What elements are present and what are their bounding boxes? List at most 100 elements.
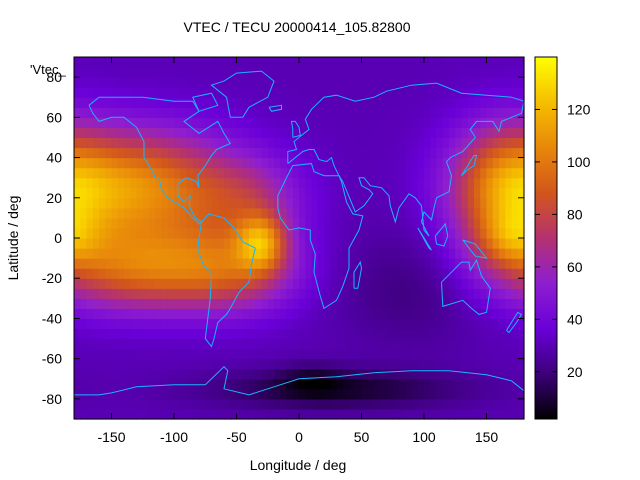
heatmap-cell bbox=[342, 358, 350, 370]
heatmap-cell bbox=[255, 258, 263, 269]
heatmap-cell bbox=[230, 358, 238, 370]
heatmap-cell bbox=[236, 187, 244, 199]
heatmap-cell bbox=[174, 177, 181, 189]
heatmap-cell bbox=[517, 288, 525, 299]
heatmap-cell bbox=[355, 227, 363, 239]
heatmap-cell bbox=[380, 97, 388, 108]
heatmap-cell bbox=[330, 147, 338, 159]
heatmap-cell bbox=[86, 388, 94, 400]
heatmap-cell bbox=[111, 127, 119, 139]
heatmap-cell bbox=[149, 87, 156, 98]
heatmap-cell bbox=[130, 278, 138, 289]
colorbar-tick-label: 20 bbox=[567, 364, 583, 380]
heatmap-cell bbox=[517, 187, 525, 199]
heatmap-cell bbox=[142, 227, 150, 239]
heatmap-cell bbox=[86, 278, 94, 289]
heatmap-cell bbox=[230, 87, 238, 98]
heatmap-cell bbox=[386, 268, 394, 279]
heatmap-cell bbox=[392, 187, 400, 199]
coastline-new-guinea bbox=[462, 239, 488, 259]
heatmap-cell bbox=[99, 77, 106, 88]
heatmap-cell bbox=[136, 107, 144, 118]
heatmap-cell bbox=[242, 408, 250, 420]
heatmap-cell bbox=[236, 268, 244, 279]
heatmap-cell bbox=[86, 117, 94, 128]
heatmap-cell bbox=[105, 338, 113, 350]
heatmap-cell bbox=[80, 348, 88, 360]
heatmap-cell bbox=[274, 328, 281, 340]
heatmap-cell bbox=[499, 177, 506, 189]
heatmap-cell bbox=[186, 177, 194, 189]
heatmap-cell bbox=[455, 358, 463, 370]
heatmap-cell bbox=[392, 127, 400, 139]
heatmap-cell bbox=[167, 187, 175, 199]
heatmap-cell bbox=[267, 187, 275, 199]
heatmap-cell bbox=[217, 368, 225, 380]
heatmap-cell bbox=[374, 187, 381, 199]
heatmap-cell bbox=[286, 77, 294, 88]
heatmap-cell bbox=[474, 167, 481, 179]
heatmap-cell bbox=[286, 207, 294, 219]
heatmap-cell bbox=[299, 157, 306, 169]
heatmap-cell bbox=[424, 117, 431, 128]
heatmap-cell bbox=[355, 157, 363, 169]
heatmap-cell bbox=[349, 298, 356, 309]
heatmap-cell bbox=[424, 57, 431, 68]
heatmap-cell bbox=[167, 227, 175, 239]
heatmap-cell bbox=[411, 67, 419, 78]
heatmap-cell bbox=[286, 117, 294, 128]
heatmap-cell bbox=[380, 217, 388, 229]
heatmap-cell bbox=[392, 318, 400, 330]
heatmap-cell bbox=[192, 288, 200, 299]
heatmap-cell bbox=[249, 238, 256, 249]
heatmap-cell bbox=[417, 57, 425, 68]
heatmap-cell bbox=[274, 408, 281, 420]
heatmap-cell bbox=[155, 368, 163, 380]
heatmap-cell bbox=[124, 137, 131, 149]
heatmap-cell bbox=[292, 308, 300, 320]
heatmap-cell bbox=[242, 398, 250, 410]
heatmap-cell bbox=[480, 107, 488, 118]
heatmap-cell bbox=[255, 127, 263, 139]
heatmap-cell bbox=[392, 177, 400, 189]
heatmap-cell bbox=[192, 318, 200, 330]
chart-title: VTEC / TECU 20000414_105.82800 bbox=[183, 19, 410, 35]
heatmap-cell bbox=[361, 177, 369, 189]
heatmap-cell bbox=[380, 107, 388, 118]
heatmap-cell bbox=[311, 227, 319, 239]
heatmap-cell bbox=[480, 217, 488, 229]
heatmap-cell bbox=[80, 318, 88, 330]
heatmap-cell bbox=[511, 107, 519, 118]
heatmap-cell bbox=[124, 167, 131, 179]
heatmap-cell bbox=[461, 388, 469, 400]
heatmap-cell bbox=[486, 147, 494, 159]
heatmap-cell bbox=[105, 408, 113, 420]
heatmap-cell bbox=[230, 147, 238, 159]
heatmap-cell bbox=[342, 238, 350, 249]
heatmap-cell bbox=[205, 77, 213, 88]
heatmap-cell bbox=[492, 318, 500, 330]
heatmap-cell bbox=[505, 147, 513, 159]
heatmap-cell bbox=[186, 278, 194, 289]
heatmap-cell bbox=[405, 298, 413, 309]
heatmap-cell bbox=[242, 117, 250, 128]
heatmap-cell bbox=[342, 187, 350, 199]
heatmap-cell bbox=[411, 147, 419, 159]
heatmap-cell bbox=[499, 57, 506, 68]
heatmap-cell bbox=[224, 197, 231, 209]
heatmap-cell bbox=[274, 137, 281, 149]
heatmap-cell bbox=[136, 408, 144, 420]
heatmap-cell bbox=[92, 258, 100, 269]
heatmap-cell bbox=[374, 378, 381, 390]
heatmap-cell bbox=[449, 348, 456, 360]
heatmap-cell bbox=[105, 107, 113, 118]
heatmap-cell bbox=[267, 308, 275, 320]
heatmap-cell bbox=[299, 308, 306, 320]
heatmap-cell bbox=[299, 207, 306, 219]
heatmap-cell bbox=[311, 358, 319, 370]
heatmap-cell bbox=[386, 288, 394, 299]
heatmap-cell bbox=[142, 398, 150, 410]
heatmap-cell bbox=[311, 368, 319, 380]
heatmap-cell bbox=[224, 248, 231, 259]
